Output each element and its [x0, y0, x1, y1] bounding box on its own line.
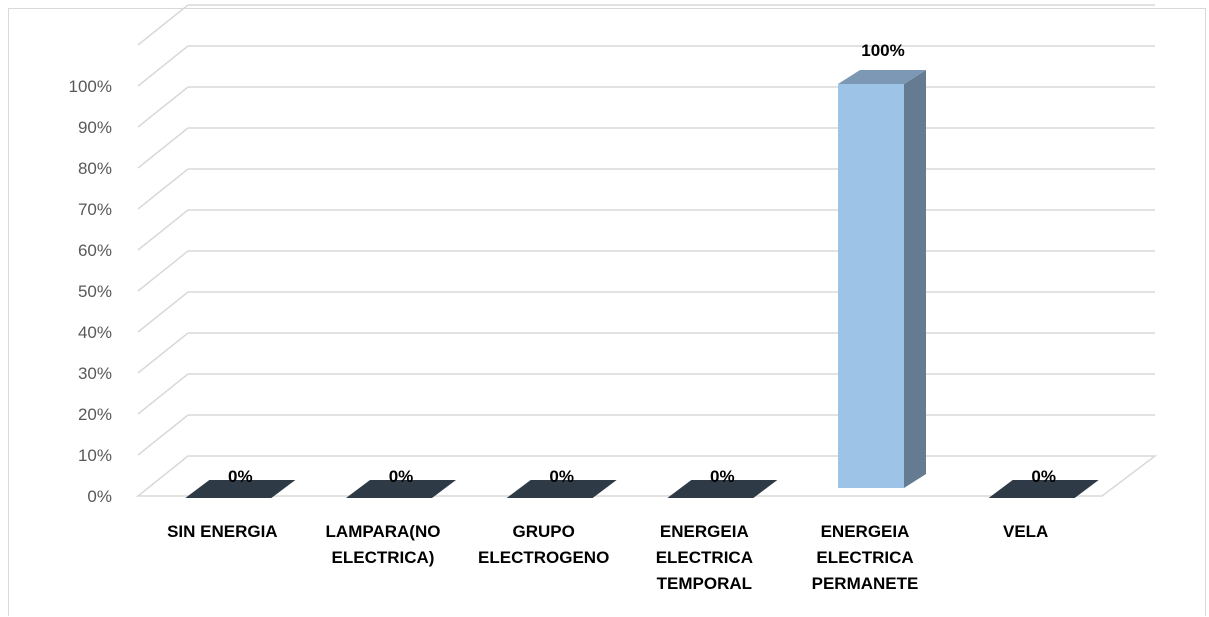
data-labels: 0% 0% 0% 0% 100% 0%	[228, 41, 1056, 486]
bar	[506, 480, 617, 498]
category-label: ENERGEIA	[821, 522, 910, 541]
data-label: 0%	[389, 467, 414, 486]
y-tick-label: 20%	[78, 405, 112, 424]
gridline-side	[137, 4, 189, 46]
y-tick-label: 30%	[78, 364, 112, 383]
gridline-side	[137, 86, 189, 128]
category-label: ELECTROGENO	[478, 548, 609, 567]
y-tick-label: 60%	[78, 241, 112, 260]
data-label: 0%	[228, 467, 253, 486]
category-label: VELA	[1003, 522, 1048, 541]
bar-zero	[506, 480, 617, 498]
gridline-side	[137, 373, 189, 415]
category-label: TEMPORAL	[657, 574, 752, 593]
chart-frame	[8, 8, 1206, 616]
bar-zero	[346, 480, 456, 498]
y-tick-label: 10%	[78, 446, 112, 465]
y-tick-label: 40%	[78, 323, 112, 342]
chart-floor	[135, 455, 1158, 497]
gridline-side	[137, 332, 189, 374]
data-label: 0%	[549, 467, 574, 486]
gridline-side	[137, 291, 189, 333]
gridline-side	[137, 168, 189, 210]
bar-front	[838, 84, 904, 488]
bar	[838, 70, 926, 488]
bar-top	[838, 70, 926, 84]
category-label: GRUPO	[512, 522, 574, 541]
category-label: ELECTRICA	[816, 548, 913, 567]
data-label: 100%	[861, 41, 904, 60]
category-label: PERMANETE	[812, 574, 919, 593]
category-label: LAMPARA(NO	[326, 522, 441, 541]
bar-zero	[667, 480, 778, 498]
y-tick-label: 50%	[78, 282, 112, 301]
gridline-side	[137, 209, 189, 251]
bar	[667, 480, 778, 498]
y-tick-label: 80%	[78, 159, 112, 178]
bar	[346, 480, 456, 498]
bar-zero	[988, 480, 1099, 498]
category-label: SIN ENERGIA	[167, 522, 278, 541]
category-label: ENERGEIA	[660, 522, 749, 541]
data-label: 0%	[710, 467, 735, 486]
bar-zero	[185, 480, 296, 498]
y-axis-ticks: 0% 10% 20% 30% 40% 50% 60% 70% 80% 90% 100%	[69, 77, 112, 506]
gridline-side	[137, 250, 189, 292]
data-label: 0%	[1031, 467, 1056, 486]
y-tick-label: 100%	[69, 77, 112, 96]
bars	[185, 70, 1099, 498]
gridline-side	[137, 45, 189, 87]
bar	[185, 480, 296, 498]
y-tick-label: 70%	[78, 200, 112, 219]
category-labels: SIN ENERGIA LAMPARA(NO ELECTRICA) GRUPO ELEC…	[167, 522, 1048, 593]
y-tick-label: 90%	[78, 118, 112, 137]
gridline-side	[137, 127, 189, 169]
gridlines	[135, 4, 1158, 497]
bar	[988, 480, 1099, 498]
bar-side	[904, 70, 926, 488]
category-label: ELECTRICA	[656, 548, 753, 567]
gridline-side	[137, 414, 189, 456]
y-tick-label: 0%	[87, 487, 112, 506]
category-label: ELECTRICA)	[332, 548, 435, 567]
